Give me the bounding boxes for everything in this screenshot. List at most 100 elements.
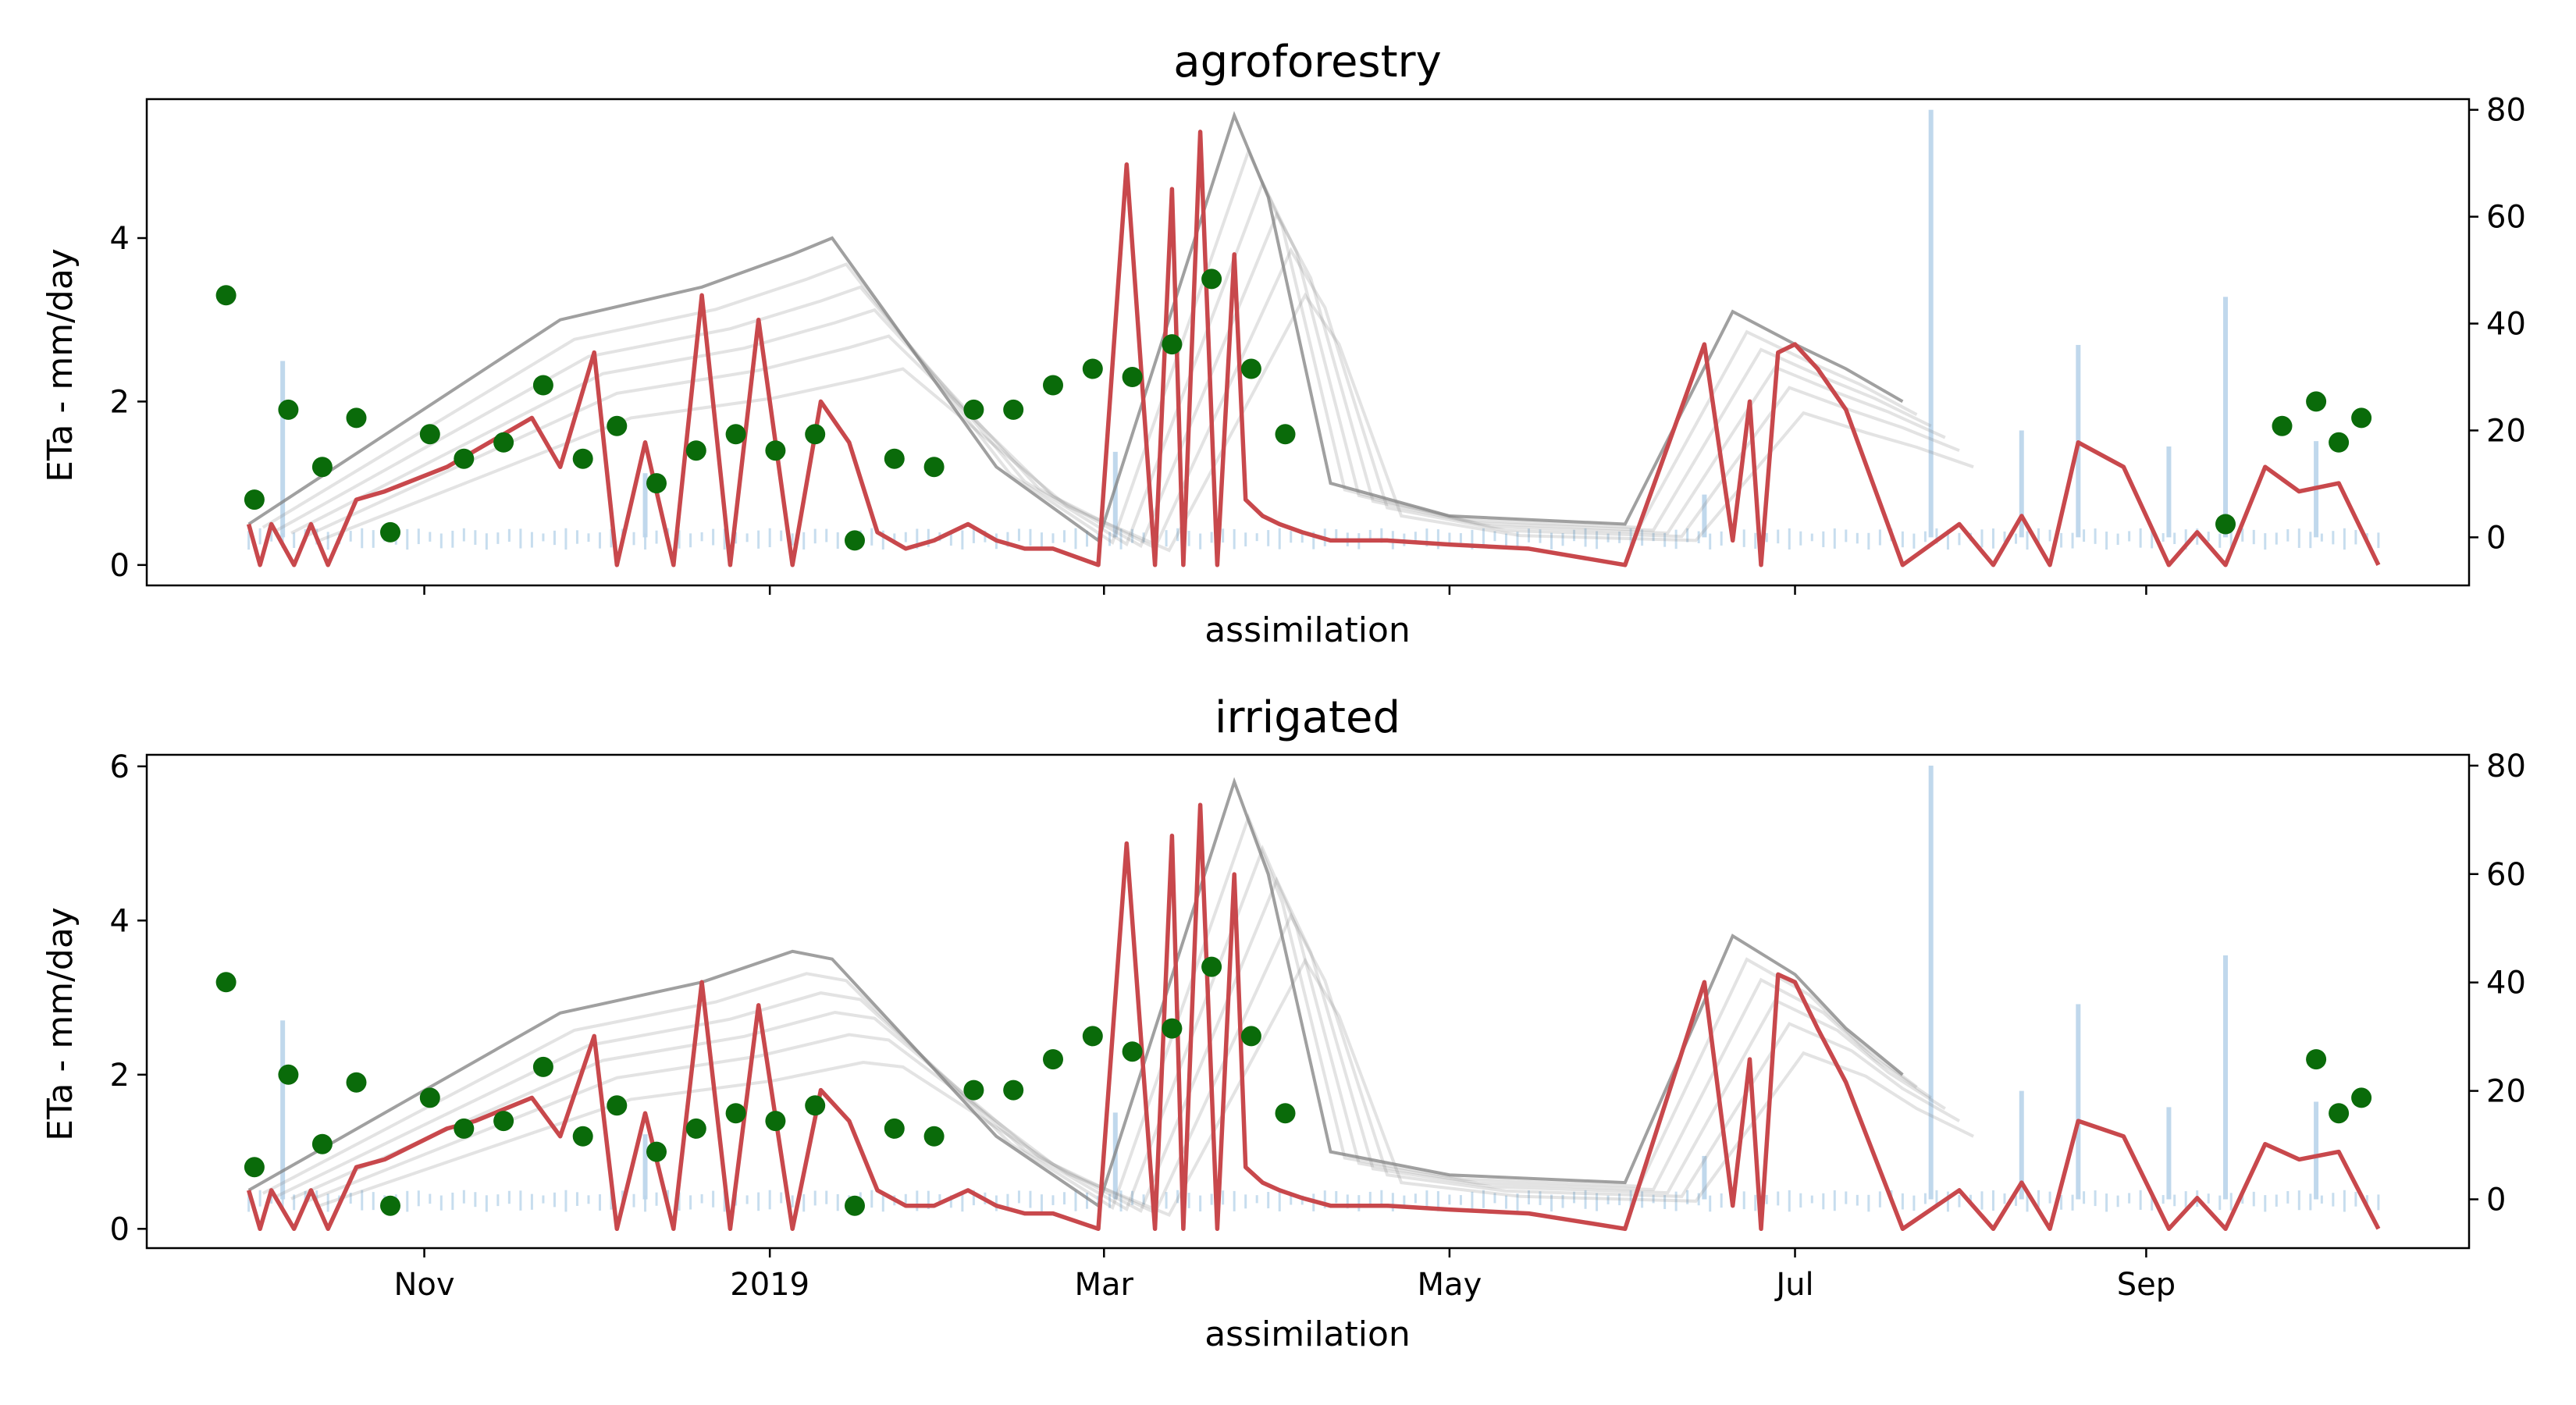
observed-point [493, 432, 514, 453]
rain-bar [836, 1193, 839, 1211]
rain-bar [1923, 1193, 1927, 1204]
y-tick-label: 2 [110, 1058, 130, 1094]
rain-bar [2320, 1195, 2323, 1204]
rain-bar [1596, 531, 1599, 550]
rain-bar [904, 532, 907, 542]
rain-bar [1086, 1192, 1089, 1209]
observed-point [1003, 1080, 1024, 1101]
rain-bar [1742, 529, 1745, 547]
observed-point [884, 448, 905, 469]
rain-bar [2297, 528, 2300, 548]
rain-bar [1290, 531, 1293, 543]
observed-point [884, 1118, 905, 1139]
rain-bar [927, 1190, 930, 1209]
rain-bar [1040, 1194, 1043, 1212]
rain-bar [1901, 531, 1904, 548]
rain-bar [1856, 1194, 1859, 1206]
rain-bar [1652, 1194, 1655, 1204]
ensemble-line [318, 292, 1974, 553]
plot-frame [145, 753, 2471, 1250]
rain-bar [349, 531, 352, 542]
rain-bar [361, 528, 364, 549]
rain-bar [1991, 528, 1994, 549]
observed-point [346, 407, 367, 429]
observed-point [2351, 1087, 2372, 1108]
rain-bar [1799, 531, 1802, 546]
ensemble-line [262, 147, 1918, 545]
rain-bar [1233, 1190, 1236, 1211]
rain-bar [1029, 528, 1032, 546]
rain-bar [1210, 532, 1213, 543]
observed-point [572, 448, 593, 469]
rain-bar [1425, 528, 1429, 547]
observed-point [1240, 1026, 1261, 1047]
observed-point [1240, 358, 1261, 379]
rain-bar [326, 532, 329, 550]
ensemble-line [247, 111, 1904, 543]
rain-bar [870, 528, 873, 546]
rain-bar [1368, 529, 1372, 543]
rain-bar [2003, 531, 2006, 542]
rain-bar [2116, 1195, 2119, 1208]
rain-bar [2332, 1193, 2335, 1207]
observed-point [2351, 407, 2372, 429]
rain-bar [1822, 531, 1825, 548]
observed-point [765, 1111, 786, 1132]
observed-point [311, 457, 333, 478]
rain-bar [530, 532, 533, 548]
observed-point [2306, 391, 2327, 412]
rain-bar [2207, 532, 2210, 542]
rain-bar [439, 533, 443, 549]
rain-bar [1255, 533, 1258, 542]
observed-point [244, 1157, 265, 1178]
rain-bar [1788, 1190, 1791, 1212]
observed-point [311, 1133, 333, 1154]
rain-bar [1606, 1195, 1610, 1204]
rain-bar [2297, 1190, 2300, 1211]
rain-bar [813, 528, 817, 544]
rain-bar [417, 1190, 420, 1207]
rain-bar [406, 528, 409, 550]
rain-bar [780, 530, 783, 542]
rain-bar [1539, 529, 1542, 543]
rain-bar [1754, 532, 1757, 550]
rain-bar [2094, 528, 2097, 544]
rain-bar [2173, 532, 2176, 545]
y-axis-label: ETa - mm/day [41, 248, 80, 482]
rain-bar [1697, 1193, 1700, 1206]
rain-bar [462, 528, 465, 542]
observed-point [493, 1111, 514, 1132]
y-axis-label: ETa - mm/day [41, 907, 80, 1141]
rain-bar [2048, 1191, 2051, 1204]
rain-bar [542, 533, 545, 542]
rain-bar [575, 530, 578, 544]
rain-bar [2139, 1190, 2142, 1210]
observed-point [646, 473, 667, 494]
rain-bar [712, 1190, 715, 1208]
observed-point [2306, 1049, 2327, 1070]
rain-bar [496, 1194, 500, 1207]
ensemble-line [304, 247, 1960, 550]
observed-point [685, 440, 706, 461]
rain-bar [372, 530, 375, 548]
rain-bar [507, 528, 511, 542]
rain-bar [1878, 529, 1881, 546]
rain-bar [1448, 1194, 1451, 1205]
rain-bar [1403, 1195, 1406, 1208]
rain-bar [349, 1193, 352, 1204]
rain-bar [1482, 528, 1485, 546]
rain-bar [429, 1193, 432, 1204]
rain-bar [1709, 533, 1712, 550]
rain-bar [1980, 1191, 1984, 1210]
rain-bar [2166, 1107, 2172, 1200]
rain-bar [406, 1190, 409, 1212]
observed-point [963, 399, 984, 420]
rain-bar [564, 1190, 568, 1212]
rain-bar [1368, 1191, 1372, 1205]
rain-bar [1912, 1195, 1916, 1211]
rain-bar [2166, 446, 2172, 538]
rain-bar [1278, 528, 1281, 550]
rain-bar [2060, 1194, 2063, 1210]
observed-point [244, 489, 265, 510]
rain-bar [2151, 1191, 2154, 1211]
